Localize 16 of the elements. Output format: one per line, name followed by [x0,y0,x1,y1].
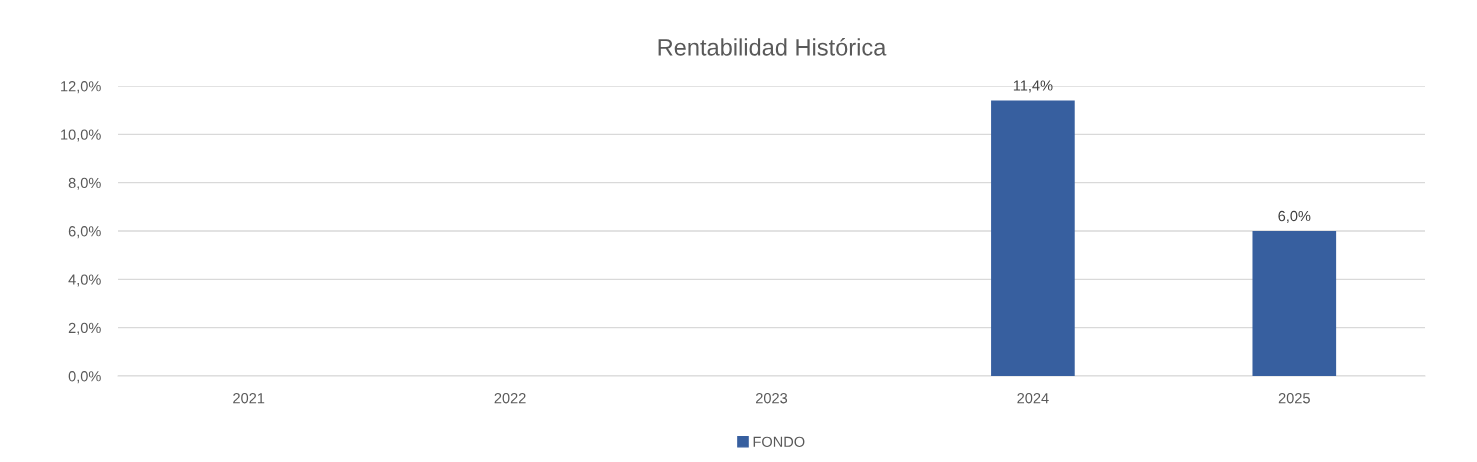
y-tick-label: 2,0% [68,322,101,335]
x-tick-label: 2025 [1278,393,1310,404]
y-tick-label: 12,0% [61,81,101,94]
data-label: 6,0% [1278,210,1311,223]
x-tick-label: 2021 [233,393,265,404]
x-tick-label: 2023 [756,393,788,404]
x-tick-label: 2022 [494,393,526,404]
y-tick-label: 10,0% [61,129,101,142]
legend-label: FONDO [753,436,805,447]
y-tick-label: 4,0% [68,274,101,287]
x-tick-label: 2024 [1017,393,1049,404]
data-label: 11,4% [1013,80,1053,93]
y-tick-label: 6,0% [68,226,101,239]
y-tick-label: 8,0% [68,177,101,190]
y-tick-label: 0,0% [68,371,101,384]
chart-title: Rentabilidad Histórica [658,38,887,56]
